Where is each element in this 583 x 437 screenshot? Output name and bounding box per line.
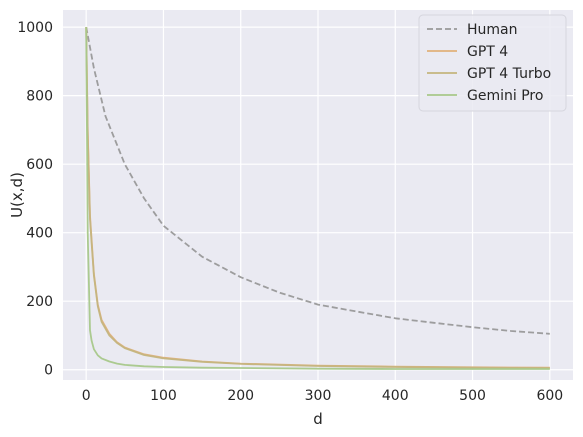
series-line-human [85,26,550,335]
legend-label: GPT 4 [467,44,508,60]
legend-label: GPT 4 Turbo [467,66,551,82]
legend-label: Human [467,22,518,38]
series-layer [85,26,550,370]
y-tick-label: 400 [26,226,53,242]
legend-label: Gemini Pro [467,88,543,104]
ticks: 0 100 200 300 400 500 600 0 200 400 600 800 1000 [17,20,563,404]
series-line-gemini-pro [85,27,550,370]
x-tick-label: 400 [382,388,409,404]
y-tick-label: 600 [26,157,53,173]
x-tick-label: 200 [227,388,254,404]
y-tick-label: 0 [44,363,53,379]
x-tick-label: 100 [150,388,177,404]
legend-box [418,14,567,112]
x-axis-title: d [313,410,323,428]
y-tick-label: 1000 [17,20,53,36]
y-axis-title: U(x,d) [8,172,26,218]
legend: Human GPT 4 GPT 4 Turbo Gemini Pro [418,14,567,112]
x-tick-label: 300 [305,388,332,404]
series-line-gpt-4-turbo [85,27,550,369]
y-tick-label: 800 [26,89,53,105]
grid [63,10,573,380]
x-tick-label: 500 [459,388,486,404]
x-tick-label: 600 [536,388,563,404]
x-tick-label: 0 [82,388,91,404]
y-tick-label: 200 [26,294,53,310]
